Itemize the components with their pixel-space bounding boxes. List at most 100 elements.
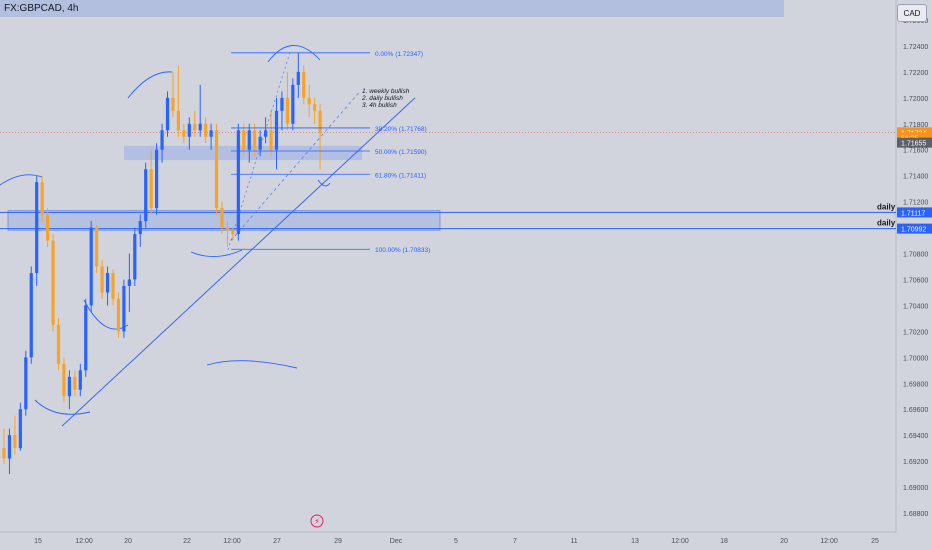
- time-tick-label: 15: [34, 538, 42, 545]
- fib-level-label: 100.00% (1.70833): [375, 247, 430, 254]
- price-tick-label: 1.71800: [903, 122, 928, 129]
- candle-body: [73, 376, 77, 390]
- price-tick-label: 1.72200: [903, 70, 928, 77]
- candle: [84, 298, 88, 377]
- candle: [149, 149, 153, 215]
- candle: [24, 350, 28, 416]
- candle-body: [231, 230, 235, 235]
- time-tick-label: 12:00: [820, 538, 838, 545]
- price-tick-label: 1.68800: [903, 511, 928, 518]
- price-tick-label: 1.69200: [903, 459, 928, 466]
- price-tick-label: 1.70200: [903, 329, 928, 336]
- candle-body: [307, 97, 311, 105]
- candle: [111, 269, 115, 306]
- analysis-note: 3. 4h bullish: [362, 102, 397, 109]
- candle-body: [105, 272, 110, 293]
- daily-level-label: daily: [877, 219, 896, 228]
- price-tick-label: 1.70000: [903, 355, 928, 362]
- candle-body: [193, 123, 197, 131]
- dashed-projection: [230, 91, 361, 241]
- candle: [122, 279, 126, 338]
- price-tick-label: 1.70800: [903, 252, 928, 259]
- fib-level-label: 38.20% (1.71768): [375, 126, 427, 133]
- currency-button[interactable]: CAD: [897, 4, 927, 22]
- time-axis: 15 12:00 20 22 12:00 27 29 Dec 5 7 11 13 12:00 18 20 12…: [34, 514, 879, 545]
- candle-body: [56, 324, 61, 364]
- candle-body: [214, 130, 219, 209]
- fib-level-label: 0.00% (1.72347): [375, 51, 423, 58]
- candle-body: [18, 409, 22, 449]
- candle: [269, 110, 273, 157]
- candle-body: [160, 130, 164, 150]
- candle: [40, 175, 44, 222]
- candle: [67, 370, 71, 410]
- freehand-arc: [190, 249, 243, 257]
- candle: [193, 110, 197, 137]
- price-label-text: 1.71655: [901, 141, 926, 148]
- time-tick-label: 18: [720, 538, 728, 545]
- candle-body: [258, 136, 262, 150]
- candle: [160, 123, 164, 163]
- price-tick-label: 1.72000: [903, 96, 928, 103]
- price-tick-label: 1.72400: [903, 44, 928, 51]
- candle-body: [296, 71, 300, 85]
- candle-body: [285, 97, 289, 124]
- candle-body: [51, 240, 55, 325]
- candle: [209, 123, 213, 150]
- time-tick-label: 20: [780, 538, 788, 545]
- candle-body: [171, 97, 175, 111]
- grid: [0, 0, 897, 533]
- support-zone: [7, 210, 441, 231]
- freehand-arc: [127, 71, 173, 99]
- candle: [291, 78, 295, 131]
- candle-body: [116, 298, 121, 332]
- zones: [7, 145, 441, 231]
- fib-level-label: 61.80% (1.71411): [375, 172, 426, 179]
- candle-body: [35, 182, 39, 273]
- candle-body: [84, 305, 88, 371]
- price-tick-label: 1.71400: [903, 174, 928, 181]
- candle: [2, 428, 6, 464]
- candle: [46, 208, 50, 248]
- candle: [225, 221, 230, 248]
- candle-body: [46, 214, 50, 241]
- candle-body: [24, 357, 28, 410]
- lightning-icon: [310, 514, 324, 528]
- price-tick-label: 1.69800: [903, 381, 928, 388]
- candle: [13, 415, 17, 455]
- freehand-arc: [34, 399, 91, 415]
- candle-body: [144, 169, 148, 222]
- candle: [18, 402, 22, 451]
- candle: [127, 253, 131, 312]
- candle: [198, 84, 202, 137]
- candle: [220, 201, 224, 235]
- candle: [307, 84, 311, 118]
- candle-body: [247, 130, 251, 150]
- candle-body: [89, 227, 93, 306]
- candle-body: [100, 266, 104, 293]
- candle: [100, 260, 104, 299]
- candle-body: [78, 370, 82, 390]
- candle: [155, 143, 159, 215]
- candle: [285, 71, 289, 131]
- trend-line: [61, 97, 416, 427]
- candle: [214, 123, 219, 215]
- candle: [176, 65, 180, 137]
- candle-body: [127, 279, 131, 286]
- time-tick-label: 13: [631, 538, 639, 545]
- candle: [144, 162, 148, 228]
- candle-body: [264, 130, 268, 137]
- candle-body: [40, 182, 44, 215]
- candle-body: [13, 435, 17, 449]
- time-tick-label: Dec: [390, 538, 403, 545]
- candle: [258, 130, 262, 157]
- candle-body: [133, 234, 137, 280]
- legend-bar: FX:GBPCAD, 4h: [0, 0, 784, 17]
- candle: [313, 97, 317, 124]
- time-tick-label: 22: [183, 538, 191, 545]
- candle-body: [269, 130, 273, 150]
- price-label-box: [897, 132, 932, 143]
- candles[interactable]: [2, 52, 322, 475]
